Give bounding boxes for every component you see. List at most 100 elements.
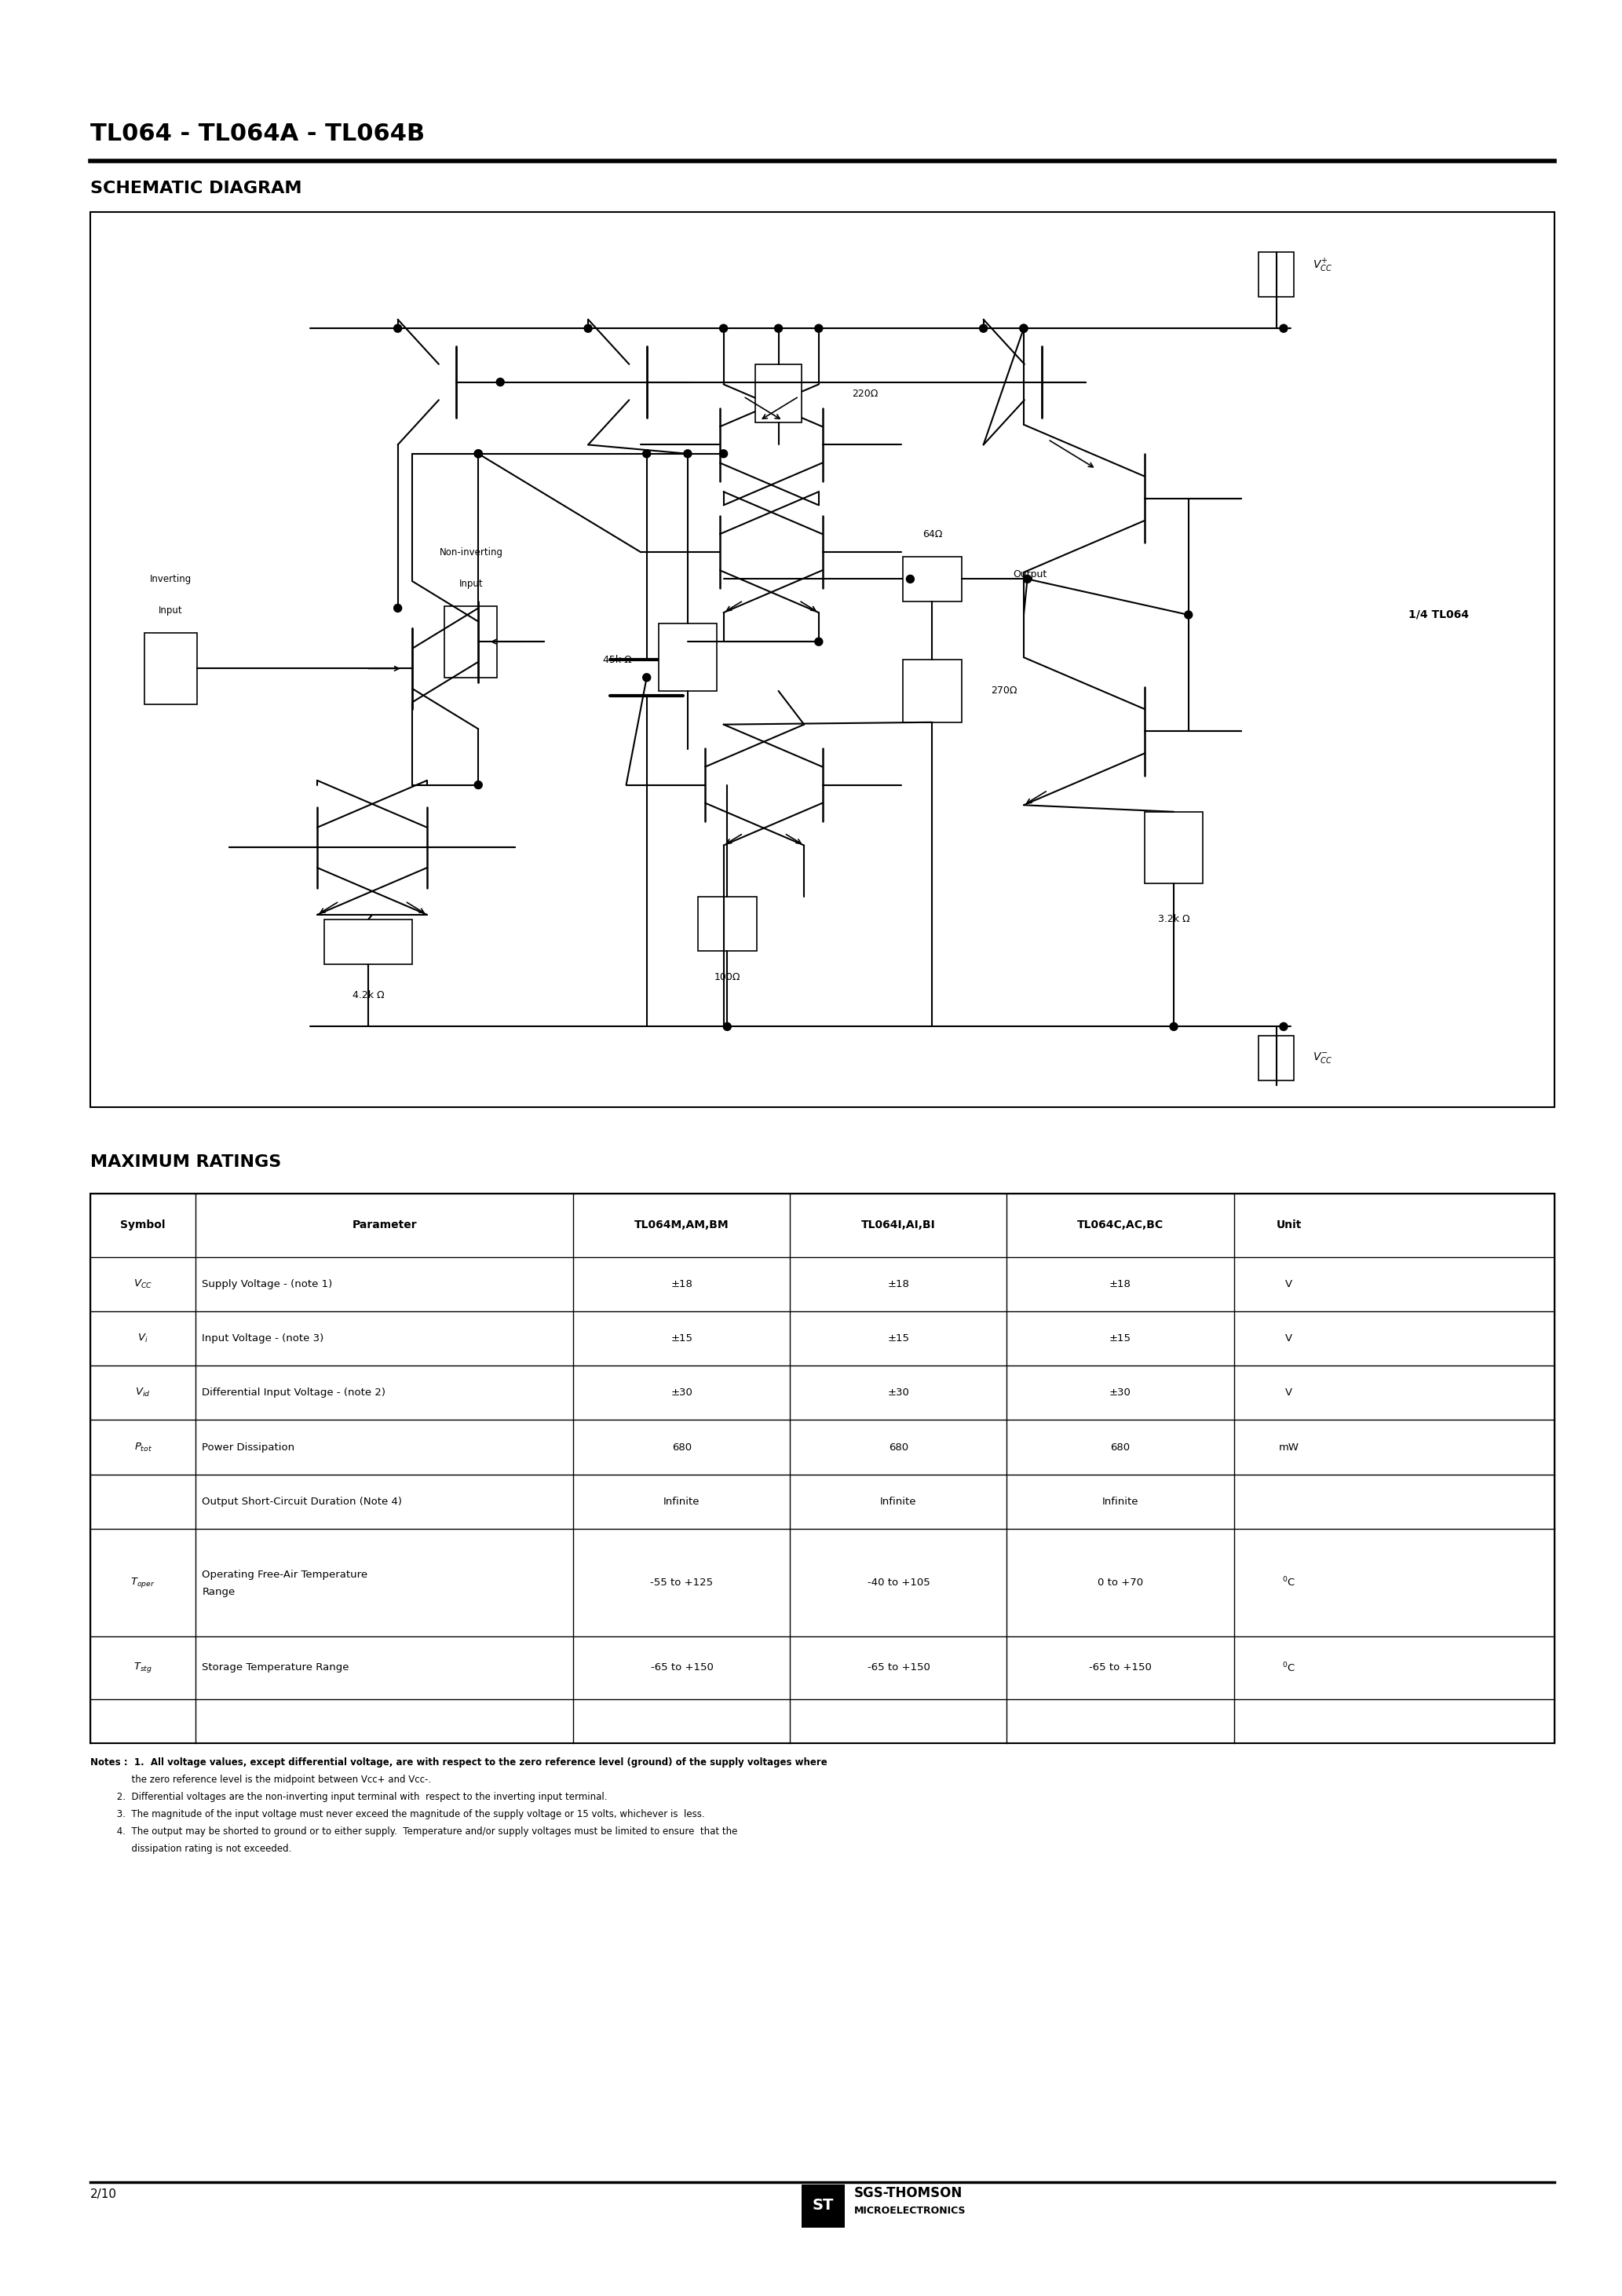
- Circle shape: [814, 324, 822, 333]
- Circle shape: [1280, 1022, 1288, 1031]
- Text: V: V: [1285, 1387, 1293, 1398]
- Circle shape: [474, 450, 482, 457]
- Text: Operating Free-Air Temperature: Operating Free-Air Temperature: [203, 1570, 368, 1580]
- Text: Differential Input Voltage - (note 2): Differential Input Voltage - (note 2): [203, 1387, 386, 1398]
- Text: $V_{CC}^{+}$: $V_{CC}^{+}$: [1312, 257, 1333, 273]
- Bar: [91, 211, 1554, 1107]
- Text: 1/4 TL064: 1/4 TL064: [1408, 608, 1468, 620]
- Text: $V_{i}$: $V_{i}$: [138, 1332, 148, 1343]
- Text: 2.  Differential voltages are the non-inverting input terminal with  respect to : 2. Differential voltages are the non-inv…: [91, 1791, 607, 1802]
- Text: Infinite: Infinite: [663, 1497, 701, 1506]
- Text: Supply Voltage - (note 1): Supply Voltage - (note 1): [203, 1279, 333, 1288]
- Text: Input: Input: [159, 606, 183, 615]
- Text: Infinite: Infinite: [1101, 1497, 1139, 1506]
- Text: 680: 680: [1111, 1442, 1131, 1453]
- Text: -65 to +150: -65 to +150: [650, 1662, 714, 1674]
- Text: $V_{CC}^{-}$: $V_{CC}^{-}$: [1312, 1052, 1333, 1065]
- Text: Storage Temperature Range: Storage Temperature Range: [203, 1662, 349, 1674]
- Text: Output Short-Circuit Duration (Note 4): Output Short-Circuit Duration (Note 4): [203, 1497, 402, 1506]
- Bar: [1259, 1035, 1294, 1081]
- Text: SGS-THOMSON: SGS-THOMSON: [855, 2186, 963, 2200]
- Text: ±30: ±30: [1109, 1387, 1131, 1398]
- Circle shape: [1169, 1022, 1178, 1031]
- Bar: [324, 918, 412, 964]
- Circle shape: [720, 450, 728, 457]
- Text: 3.  The magnitude of the input voltage must never exceed the magnitude of the su: 3. The magnitude of the input voltage mu…: [91, 1809, 704, 1818]
- Text: Range: Range: [203, 1587, 235, 1598]
- Circle shape: [684, 450, 691, 457]
- Circle shape: [474, 781, 482, 790]
- Text: MAXIMUM RATINGS: MAXIMUM RATINGS: [91, 1155, 281, 1171]
- Text: $V_{id}$: $V_{id}$: [135, 1387, 151, 1398]
- Bar: [91, 1194, 1554, 1743]
- Text: Parameter: Parameter: [352, 1219, 417, 1231]
- Bar: [903, 556, 962, 602]
- Text: $^{0}$C: $^{0}$C: [1281, 1660, 1296, 1674]
- Text: 4.  The output may be shorted to ground or to either supply.  Temperature and/or: 4. The output may be shorted to ground o…: [91, 1825, 738, 1837]
- Circle shape: [775, 324, 782, 333]
- Text: V: V: [1285, 1334, 1293, 1343]
- Circle shape: [394, 604, 402, 613]
- Text: ST: ST: [813, 2197, 834, 2213]
- Text: 3.2k Ω: 3.2k Ω: [1158, 914, 1191, 925]
- Circle shape: [1020, 324, 1028, 333]
- Bar: [801, 2183, 845, 2227]
- Text: ±15: ±15: [672, 1334, 693, 1343]
- Circle shape: [642, 673, 650, 682]
- Text: ±18: ±18: [1109, 1279, 1131, 1288]
- Text: $P_{tot}$: $P_{tot}$: [135, 1442, 152, 1453]
- Text: Infinite: Infinite: [881, 1497, 916, 1506]
- Text: ±15: ±15: [887, 1334, 910, 1343]
- Text: V: V: [1285, 1279, 1293, 1288]
- Text: 270Ω: 270Ω: [991, 687, 1017, 696]
- Circle shape: [720, 324, 728, 333]
- Text: -65 to +150: -65 to +150: [1088, 1662, 1152, 1674]
- Circle shape: [1020, 324, 1028, 333]
- Text: -55 to +125: -55 to +125: [650, 1577, 714, 1587]
- Circle shape: [814, 638, 822, 645]
- Text: Input Voltage - (note 3): Input Voltage - (note 3): [203, 1334, 324, 1343]
- Text: Notes :  1.  All voltage values, except differential voltage, are with respect t: Notes : 1. All voltage values, except di…: [91, 1756, 827, 1768]
- Text: TL064M,AM,BM: TL064M,AM,BM: [634, 1219, 730, 1231]
- Text: ±30: ±30: [887, 1387, 910, 1398]
- Text: $T_{stg}$: $T_{stg}$: [133, 1660, 152, 1674]
- Circle shape: [584, 324, 592, 333]
- Text: ±18: ±18: [672, 1279, 693, 1288]
- Circle shape: [1023, 574, 1032, 583]
- Text: Output: Output: [1012, 569, 1046, 579]
- Text: ±18: ±18: [887, 1279, 910, 1288]
- Text: -40 to +105: -40 to +105: [868, 1577, 929, 1587]
- Text: ±30: ±30: [672, 1387, 693, 1398]
- Text: 64Ω: 64Ω: [923, 528, 942, 540]
- Text: $^{0}$C: $^{0}$C: [1281, 1575, 1296, 1589]
- Text: 4.2k Ω: 4.2k Ω: [352, 990, 384, 1001]
- Text: TL064C,AC,BC: TL064C,AC,BC: [1077, 1219, 1163, 1231]
- Text: -65 to +150: -65 to +150: [868, 1662, 929, 1674]
- Circle shape: [723, 1022, 732, 1031]
- Text: Non-inverting: Non-inverting: [440, 546, 503, 558]
- Text: 680: 680: [672, 1442, 691, 1453]
- Circle shape: [474, 450, 482, 457]
- Text: Unit: Unit: [1277, 1219, 1301, 1231]
- Circle shape: [496, 379, 504, 386]
- Text: $T_{oper}$: $T_{oper}$: [131, 1575, 156, 1589]
- Text: SCHEMATIC DIAGRAM: SCHEMATIC DIAGRAM: [91, 181, 302, 195]
- Circle shape: [980, 324, 988, 333]
- Bar: [144, 634, 198, 705]
- Text: TL064I,AI,BI: TL064I,AI,BI: [861, 1219, 936, 1231]
- Text: MICROELECTRONICS: MICROELECTRONICS: [855, 2206, 967, 2216]
- Bar: [697, 898, 756, 951]
- Text: the zero reference level is the midpoint between Vcc+ and Vcc-.: the zero reference level is the midpoint…: [91, 1775, 431, 1784]
- Text: 220Ω: 220Ω: [852, 388, 878, 400]
- Circle shape: [907, 574, 915, 583]
- Text: $V_{CC}$: $V_{CC}$: [133, 1279, 152, 1290]
- Circle shape: [1280, 324, 1288, 333]
- Bar: [754, 365, 801, 422]
- Bar: [903, 659, 962, 723]
- Text: Symbol: Symbol: [120, 1219, 165, 1231]
- Text: ±15: ±15: [1109, 1334, 1131, 1343]
- Text: Inverting: Inverting: [149, 574, 191, 583]
- Circle shape: [1184, 611, 1192, 618]
- Bar: [1259, 253, 1294, 296]
- Text: 45k Ω: 45k Ω: [603, 654, 633, 666]
